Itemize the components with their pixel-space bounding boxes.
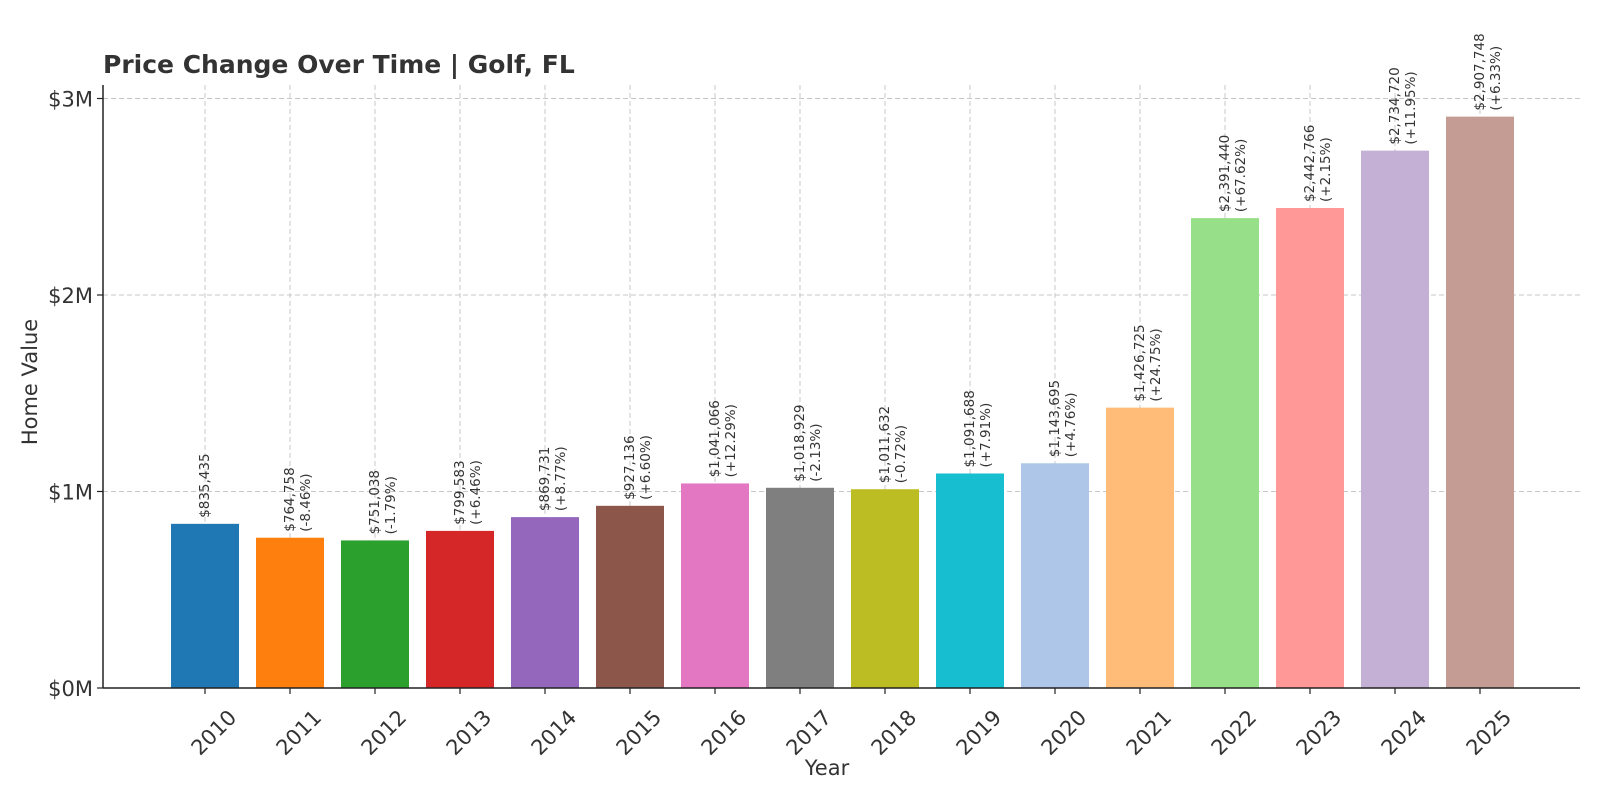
bar-change-text: (+12.29%)	[723, 404, 739, 477]
bar-value-label: $1,011,632(-0.72%)	[877, 406, 909, 483]
x-axis-label: Year	[804, 756, 850, 780]
bar-2023	[1276, 207, 1344, 689]
x-tick-label: 2013	[442, 705, 497, 760]
x-tick-label: 2018	[867, 705, 922, 760]
bar-change-text: (-8.46%)	[298, 473, 314, 531]
bar-value-label: $799,583(+6.46%)	[452, 460, 484, 525]
bar-2013	[426, 530, 494, 688]
bar-value-label: $1,426,725(+24.75%)	[1132, 324, 1164, 401]
bar-value-label: $1,091,688(+7.91%)	[962, 390, 994, 467]
bar-value-text: $2,734,720	[1387, 67, 1403, 144]
bar-2016	[681, 483, 749, 688]
x-tick-label: 2017	[782, 705, 837, 760]
bar-value-label: $764,758(-8.46%)	[282, 467, 314, 531]
bar-value-label: $2,734,720(+11.95%)	[1387, 67, 1419, 144]
bar-change-text: (+7.91%)	[978, 403, 994, 468]
bar-value-text: $2,442,766	[1302, 125, 1318, 202]
chart-title: Price Change Over Time | Golf, FL	[103, 50, 575, 79]
y-tick-label: $2M	[48, 284, 93, 308]
bar-value-text: $869,731	[537, 447, 553, 511]
bar-value-text: $2,907,748	[1472, 33, 1488, 110]
x-tick-label: 2012	[357, 705, 412, 760]
bar-change-text: (+11.95%)	[1403, 71, 1419, 144]
bar-value-text: $1,041,066	[707, 400, 723, 477]
y-tick-label: $0M	[48, 677, 93, 701]
x-tick-label: 2020	[1037, 705, 1092, 760]
bar-value-text: $1,018,929	[792, 404, 808, 481]
bar-change-text: (+24.75%)	[1148, 328, 1164, 401]
bar-2010	[171, 523, 239, 688]
bar-value-text: $1,426,725	[1132, 324, 1148, 401]
bar-2019	[936, 473, 1004, 688]
x-tick-label: 2021	[1122, 705, 1177, 760]
bar-value-text: $764,758	[282, 467, 298, 531]
bar-2018	[851, 489, 919, 688]
bar-value-label: $1,041,066(+12.29%)	[707, 400, 739, 477]
bar-2025	[1446, 116, 1514, 689]
bar-value-label: $927,136(+6.60%)	[622, 435, 654, 500]
bar-2017	[766, 487, 834, 688]
bar-value-text: $2,391,440	[1217, 135, 1233, 212]
y-tick-label: $3M	[48, 88, 93, 112]
bar-2021	[1106, 407, 1174, 688]
x-tick-label: 2016	[697, 705, 752, 760]
bar-change-text: (-0.72%)	[893, 425, 909, 483]
bar-value-labels: $835,435 $764,758(-8.46%) $751,038(-1.79%)…	[197, 33, 1504, 534]
bar-change-text: (-2.13%)	[808, 423, 824, 481]
bar-2024	[1361, 150, 1429, 689]
bar-2020	[1021, 463, 1089, 688]
bar-change-text: (+6.33%)	[1488, 46, 1504, 111]
bar-value-text: $751,038	[367, 470, 383, 534]
bar-2022	[1191, 218, 1259, 689]
y-tick-label: $1M	[48, 481, 93, 505]
bar-value-text: $835,435	[197, 453, 213, 517]
bar-value-label: $751,038(-1.79%)	[367, 470, 399, 534]
y-axis-label: Home Value	[18, 319, 42, 445]
x-tick-label: 2010	[187, 705, 242, 760]
x-tick-label: 2014	[527, 705, 582, 760]
bar-value-label: $1,018,929(-2.13%)	[792, 404, 824, 481]
bar-2014	[511, 517, 579, 688]
bar-change-text: (+6.60%)	[638, 435, 654, 500]
bar-2011	[256, 537, 324, 688]
bar-value-label: $1,143,695(+4.76%)	[1047, 380, 1079, 457]
bar-value-label: $835,435	[197, 453, 213, 517]
bar-change-text: (+6.46%)	[468, 460, 484, 525]
bar-value-text: $1,143,695	[1047, 380, 1063, 457]
bars	[171, 116, 1514, 689]
bar-2012	[341, 540, 409, 688]
bar-value-label: $2,442,766(+2.15%)	[1302, 125, 1334, 202]
bar-value-label: $869,731(+8.77%)	[537, 446, 569, 511]
x-tick-label: 2015	[612, 705, 667, 760]
grid-lines	[103, 85, 1580, 688]
x-tick-label: 2023	[1292, 705, 1347, 760]
bar-value-label: $2,391,440(+67.62%)	[1217, 135, 1249, 212]
bar-change-text: (+67.62%)	[1233, 139, 1249, 212]
bar-value-text: $1,011,632	[877, 406, 893, 483]
bar-value-text: $927,136	[622, 435, 638, 499]
x-tick-label: 2025	[1462, 705, 1517, 760]
bar-change-text: (+2.15%)	[1318, 137, 1334, 202]
bar-change-text: (+4.76%)	[1063, 393, 1079, 458]
x-tick-label: 2022	[1207, 705, 1262, 760]
bar-change-text: (-1.79%)	[383, 476, 399, 534]
x-tick-label: 2024	[1377, 705, 1432, 760]
x-tick-label: 2019	[952, 705, 1007, 760]
bar-2015	[596, 505, 664, 688]
x-tick-label: 2011	[272, 705, 327, 760]
bar-change-text: (+8.77%)	[553, 446, 569, 511]
bar-value-label: $2,907,748(+6.33%)	[1472, 33, 1504, 110]
bar-value-text: $799,583	[452, 460, 468, 524]
bar-value-text: $1,091,688	[962, 390, 978, 467]
